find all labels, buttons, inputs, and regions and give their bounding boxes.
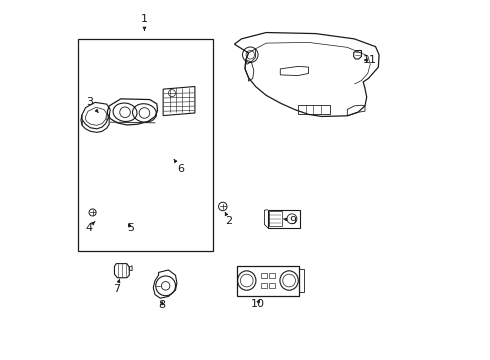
Text: 7: 7	[113, 279, 120, 294]
Text: 3: 3	[86, 98, 98, 112]
Text: 2: 2	[225, 212, 233, 226]
Text: 9: 9	[284, 216, 296, 226]
Bar	[269, 211, 282, 226]
Text: 4: 4	[85, 221, 95, 233]
Text: 6: 6	[174, 159, 184, 174]
Bar	[261, 283, 267, 288]
Bar	[269, 283, 275, 288]
Text: 5: 5	[127, 222, 134, 233]
Bar	[269, 274, 275, 278]
Bar	[237, 266, 299, 296]
Bar	[298, 105, 330, 114]
Bar	[268, 210, 300, 228]
Text: 1: 1	[141, 14, 148, 30]
Text: 10: 10	[250, 299, 264, 309]
Bar	[78, 39, 213, 251]
Text: 11: 11	[363, 55, 377, 65]
Bar	[261, 274, 267, 278]
Text: 8: 8	[159, 300, 166, 310]
